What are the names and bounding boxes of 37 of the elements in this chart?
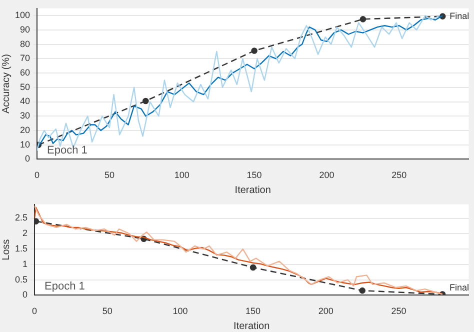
y-tick-label: 1 — [22, 258, 28, 269]
y-tick-label: 30 — [20, 110, 30, 121]
y-axis-title: Loss — [0, 239, 12, 260]
x-axis-title: Iteration — [234, 320, 270, 332]
x-tick-label: 50 — [104, 170, 114, 180]
y-tick-label: 90 — [20, 24, 30, 34]
annotation: Epoch 1 — [47, 144, 88, 157]
y-tick-label: 10 — [20, 139, 30, 150]
y-tick-label: 0 — [25, 154, 30, 164]
y-tick-label: 60 — [20, 68, 30, 78]
y-tick-label: 0 — [22, 290, 28, 300]
x-axis-title: Iteration — [234, 184, 271, 196]
y-tick-label: 1.5 — [14, 244, 28, 254]
y-tick-label: 2.5 — [14, 212, 28, 223]
x-tick-label: 100 — [174, 170, 190, 180]
y-tick-label: 20 — [20, 124, 30, 135]
x-tick-label: 0 — [34, 170, 40, 180]
x-tick-label: 0 — [32, 306, 38, 316]
y-axis-title: Accuracy (%) — [0, 54, 12, 114]
annotation: Epoch 1 — [44, 280, 85, 293]
x-tick-label: 50 — [102, 306, 112, 316]
annotation: Final — [449, 282, 469, 293]
y-tick-label: 0.5 — [14, 274, 28, 284]
y-tick-label: 80 — [20, 38, 30, 49]
x-tick-label: 200 — [319, 170, 334, 180]
x-tick-label: 250 — [391, 306, 406, 316]
y-tick-label: 40 — [20, 96, 30, 106]
x-tick-label: 150 — [246, 170, 262, 180]
annotation: Final — [450, 10, 470, 21]
y-tick-label: 70 — [20, 53, 30, 64]
x-tick-label: 100 — [172, 306, 188, 316]
x-tick-label: 250 — [392, 170, 407, 180]
x-tick-label: 150 — [246, 306, 261, 316]
y-tick-label: 100 — [14, 10, 30, 20]
y-tick-label: 50 — [20, 82, 30, 92]
x-tick-label: 200 — [318, 306, 334, 316]
y-tick-label: 2 — [22, 228, 28, 238]
